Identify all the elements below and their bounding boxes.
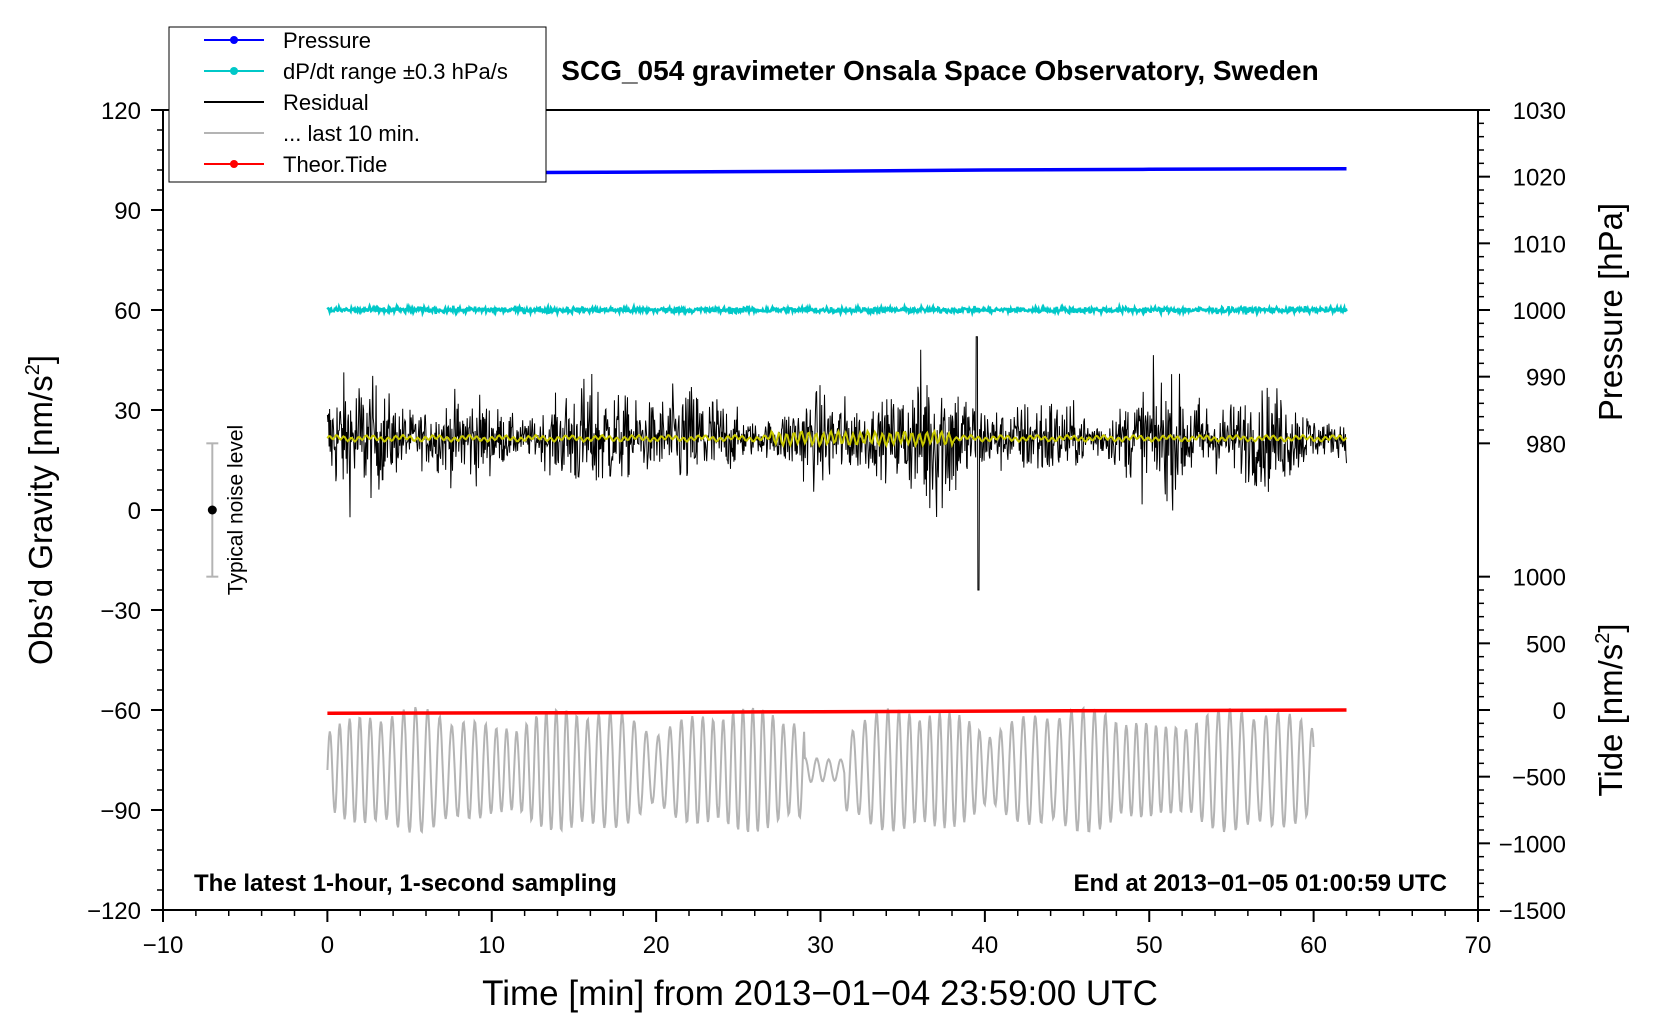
tide-line: [327, 708, 1347, 716]
legend-box: [168, 26, 547, 183]
theoretical-tide-series: [327, 708, 1347, 716]
y-pressure-tick-label: 1030: [1513, 98, 1566, 125]
legend-label: Pressure: [283, 28, 371, 53]
y-tide-tick-label: 1000: [1513, 565, 1566, 592]
y-right-tide-label: Tide [nm/s2]: [1592, 623, 1629, 796]
last-10-min-series: [326, 705, 1315, 835]
x-axis-ticks: −10 0 10 20 30 40 50 60 70: [143, 910, 1492, 959]
y-right-axis-ticks: 1030 1020 1010 1000 990 980 1000 500 0 −500 −1000 −…: [1478, 98, 1566, 925]
legend-marker: [230, 36, 238, 44]
last-10-min-line: [326, 705, 1315, 835]
legend-label: ... last 10 min.: [283, 121, 420, 146]
x-tick-label: 50: [1136, 932, 1163, 959]
y-left-tick-label: 90: [114, 198, 141, 225]
y-pressure-tick-label: 980: [1526, 431, 1566, 458]
y-right-pressure-label: Pressure [hPa]: [1592, 203, 1629, 421]
y-tide-tick-label: 0: [1553, 698, 1566, 725]
y-pressure-tick-label: 1020: [1513, 165, 1566, 192]
x-tick-label: 60: [1300, 932, 1327, 959]
y-left-tick-label: 60: [114, 298, 141, 325]
legend-label: dP/dt range ±0.3 hPa/s: [283, 59, 508, 84]
y-left-tick-label: −120: [87, 898, 141, 925]
y-right-label-superscript: 2: [1592, 633, 1614, 644]
noise-level-indicator: Typical noise level: [206, 425, 247, 595]
x-tick-label: −10: [143, 932, 184, 959]
y-tide-tick-label: −500: [1512, 765, 1566, 792]
y-left-axis-label: Obs’d Gravity [nm/s2]: [22, 355, 59, 665]
x-axis-label: Time [min] from 2013−01−04 23:59:00 UTC: [482, 974, 1158, 1013]
y-left-tick-label: −30: [100, 598, 141, 625]
legend: Pressure dP/dt range ±0.3 hPa/s Residual..…: [168, 26, 547, 183]
y-left-tick-label: 0: [128, 498, 141, 525]
y-left-label-superscript: 2: [22, 364, 44, 375]
y-left-tick-label: 120: [101, 98, 141, 125]
dpdt-line: [326, 301, 1348, 318]
x-tick-label: 30: [807, 932, 834, 959]
y-pressure-tick-label: 1010: [1513, 231, 1566, 258]
y-left-tick-label: −90: [100, 798, 141, 825]
x-tick-label: 10: [478, 932, 505, 959]
y-tide-tick-label: −1500: [1499, 898, 1566, 925]
y-pressure-tick-label: 990: [1526, 365, 1566, 392]
smoothed-residual-line: [326, 428, 1348, 449]
chart-title: SCG_054 gravimeter Onsala Space Observat…: [561, 55, 1318, 86]
x-tick-label: 70: [1465, 932, 1492, 959]
legend-marker: [230, 160, 238, 168]
legend-label: Theor.Tide: [283, 152, 387, 177]
annotation-end-time: End at 2013−01−05 01:00:59 UTC: [1073, 870, 1447, 897]
noise-bar-label: Typical noise level: [224, 425, 247, 595]
legend-label: Residual: [283, 90, 369, 115]
dpdt-series: [326, 301, 1348, 318]
y-left-axis-ticks: 120 90 60 30 0 −30 −60 −90 −120: [87, 98, 163, 925]
legend-marker: [230, 67, 238, 75]
x-tick-label: 20: [643, 932, 670, 959]
smoothed-residual-series: [326, 428, 1348, 449]
x-tick-label: 40: [972, 932, 999, 959]
y-pressure-tick-label: 1000: [1513, 298, 1566, 325]
x-tick-label: 0: [321, 932, 334, 959]
y-tide-tick-label: −1000: [1499, 831, 1566, 858]
annotation-sampling: The latest 1-hour, 1-second sampling: [194, 870, 617, 897]
y-tide-tick-label: 500: [1526, 631, 1566, 658]
y-left-tick-label: −60: [100, 698, 141, 725]
y-left-tick-label: 30: [114, 398, 141, 425]
noise-bar-center-dot: [207, 505, 217, 515]
